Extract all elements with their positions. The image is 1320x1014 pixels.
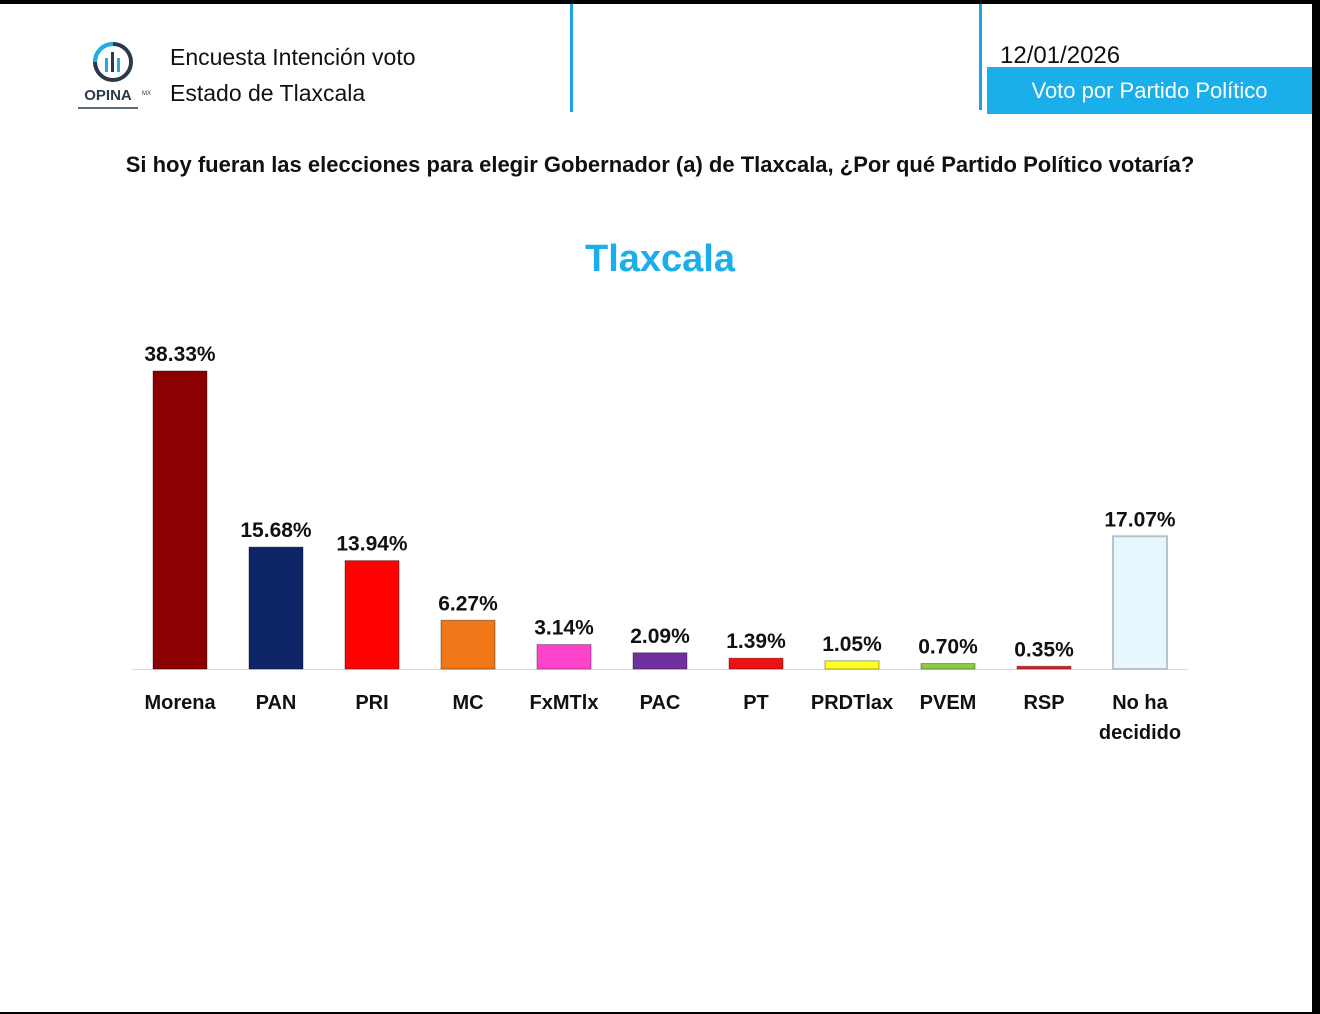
opina-logo: OPINA MX bbox=[78, 42, 151, 109]
bar-fxmtlx bbox=[536, 644, 592, 670]
data-label: 6.27% bbox=[438, 592, 498, 615]
bar-prdtlax bbox=[824, 660, 880, 670]
category-label: Morena bbox=[144, 692, 216, 714]
data-label: 3.14% bbox=[534, 617, 594, 640]
data-label: 13.94% bbox=[336, 533, 408, 556]
bar-rsp bbox=[1016, 665, 1072, 670]
date: 12/01/2026 bbox=[1000, 42, 1121, 69]
bar-no-ha-decidido bbox=[1112, 535, 1168, 671]
divider bbox=[979, 4, 982, 110]
data-label: 0.35% bbox=[1014, 638, 1074, 661]
category-label: PRI bbox=[355, 692, 388, 714]
header-line-1: Encuesta Intención voto bbox=[170, 44, 416, 70]
category-label: PRDTlax bbox=[811, 692, 893, 714]
bar-pac bbox=[632, 652, 688, 670]
header-line-2: Estado de Tlaxcala bbox=[170, 80, 366, 106]
bar-pan bbox=[248, 546, 304, 670]
category-label: PAN bbox=[256, 692, 297, 714]
category-label: PAC bbox=[640, 692, 681, 714]
bar-mc bbox=[440, 619, 496, 670]
slide bbox=[0, 4, 1312, 1012]
data-label: 15.68% bbox=[240, 519, 312, 542]
data-label: 0.70% bbox=[918, 636, 978, 659]
category-label: No ha decidido bbox=[1099, 692, 1181, 744]
category-label: PT bbox=[743, 692, 769, 714]
data-label: 1.05% bbox=[822, 633, 882, 656]
divider bbox=[570, 4, 573, 112]
bar-pt bbox=[728, 657, 784, 670]
data-label: 38.33% bbox=[144, 343, 216, 366]
bar-pvem bbox=[920, 663, 976, 670]
data-label: 2.09% bbox=[630, 625, 690, 648]
bar-morena bbox=[152, 370, 208, 670]
category-label: RSP bbox=[1023, 692, 1064, 714]
data-label: 1.39% bbox=[726, 630, 786, 653]
bar-pri bbox=[344, 560, 400, 670]
chart-title: Tlaxcala bbox=[585, 238, 735, 280]
category-label: PVEM bbox=[920, 692, 977, 714]
svg-text:OPINA: OPINA bbox=[84, 87, 132, 104]
svg-text:MX: MX bbox=[142, 91, 151, 97]
category-label: MC bbox=[452, 692, 483, 714]
section-badge: Voto por Partido Político bbox=[987, 67, 1312, 114]
survey-question: Si hoy fueran las elecciones para elegir… bbox=[125, 152, 1195, 177]
category-label: FxMTlx bbox=[530, 692, 599, 714]
data-label: 17.07% bbox=[1104, 508, 1176, 531]
